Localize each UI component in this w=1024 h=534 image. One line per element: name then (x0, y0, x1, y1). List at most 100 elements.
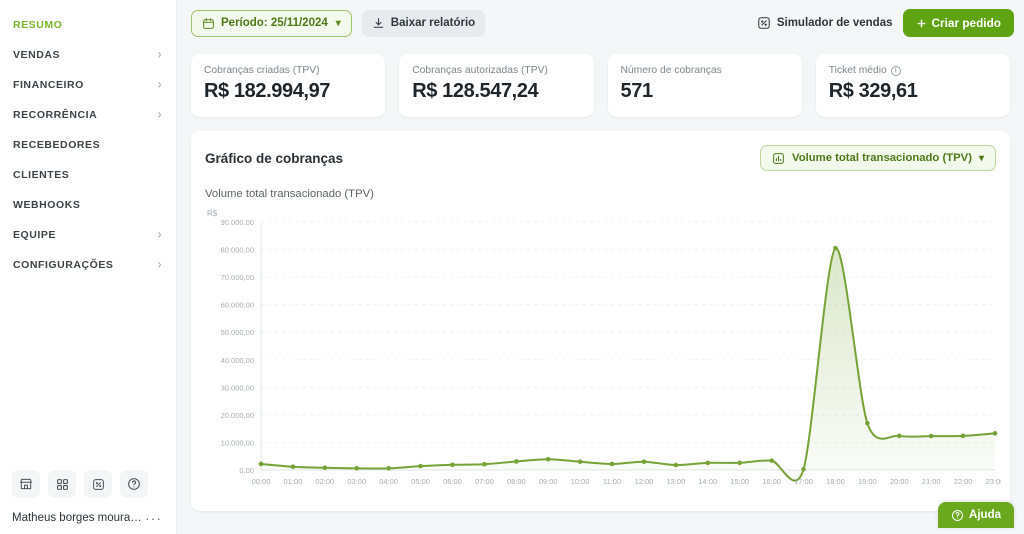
sidebar-item-label: CONFIGURAÇÕES (13, 259, 114, 271)
chart-data-point[interactable] (865, 420, 870, 426)
create-order-button[interactable]: Criar pedido (902, 9, 1014, 37)
sidebar-item-resumo[interactable]: RESUMO (0, 10, 176, 40)
y-axis-tick-label: 40.000,00 (221, 356, 254, 365)
y-axis-tick-label: 0,00 (239, 466, 254, 475)
info-icon[interactable]: i (890, 65, 901, 76)
x-axis-tick-label: 09:00 (539, 477, 558, 486)
sidebar-item-configuraes[interactable]: CONFIGURAÇÕES › (0, 250, 176, 280)
chart-data-point[interactable] (482, 461, 487, 467)
chart-data-point[interactable] (322, 465, 328, 471)
x-axis-tick-label: 21:00 (922, 477, 941, 486)
sidebar: RESUMO VENDAS › FINANCEIRO › RECORRÊNCIA › RECE… (0, 0, 177, 534)
x-axis-tick-label: 18:00 (826, 477, 845, 486)
stat-card-value: 571 (620, 80, 654, 102)
y-axis-tick-label: 30.000,00 (221, 383, 254, 392)
chart-data-point[interactable] (290, 464, 296, 469)
stat-card: Cobranças autorizadas (TPV) R$ 128.547,24 (399, 54, 594, 117)
y-axis-unit-label: R$ (207, 209, 218, 218)
chart-data-point[interactable] (928, 433, 934, 439)
stat-card-label: Ticket médio i (829, 65, 997, 76)
create-order-label: Criar pedido (931, 16, 1001, 30)
apps-grid-icon[interactable] (48, 470, 76, 498)
stat-cards: Cobranças criadas (TPV) R$ 182.994,97 Cobr… (177, 46, 1024, 117)
user-row[interactable]: Matheus borges moura Bor... ··· (12, 510, 164, 526)
sidebar-item-label: FINANCEIRO (13, 79, 84, 91)
chart-data-point[interactable] (641, 459, 647, 465)
sidebar-item-webhooks[interactable]: WEBHOOKS (0, 190, 176, 220)
chart-plot-area: R$ 0,00 10.000,00 20.000,00 30.000,00 40.000… (205, 209, 1001, 500)
chart-data-point[interactable] (514, 459, 519, 464)
x-axis-tick-label: 11:00 (603, 477, 621, 486)
sidebar-item-equipe[interactable]: EQUIPE › (0, 220, 176, 250)
sidebar-item-recorrncia[interactable]: RECORRÊNCIA › (0, 100, 176, 130)
tpv-line-chart[interactable]: 0,00 10.000,00 20.000,00 30.000,00 40.000,00… (205, 210, 1001, 500)
charges-chart-card: Gráfico de cobranças Volume total transa… (191, 131, 1010, 511)
y-axis-tick-label: 90.000,00 (221, 218, 254, 227)
sidebar-item-vendas[interactable]: VENDAS › (0, 40, 176, 70)
stat-card-label: Cobranças autorizadas (TPV) (412, 65, 580, 76)
y-axis-tick-label: 20.000,00 (221, 411, 254, 420)
chart-data-point[interactable] (386, 466, 391, 471)
y-axis-tick-label: 50.000,00 (221, 328, 254, 337)
metric-selector[interactable]: Volume total transacionado (TPV) ▾ (760, 145, 996, 171)
sidebar-item-label: WEBHOOKS (13, 199, 81, 211)
chart-data-point[interactable] (577, 459, 583, 465)
stat-card: Ticket médio i R$ 329,61 (815, 54, 1010, 117)
sidebar-footer: Matheus borges moura Bor... ··· (0, 470, 176, 534)
stat-card-value: R$ 329,61 (828, 80, 918, 102)
y-axis-tick-label: 60.000,00 (221, 301, 254, 310)
x-axis-tick-label: 05:00 (411, 477, 430, 486)
stat-card-value: R$ 182.994,97 (204, 80, 331, 102)
chart-data-point[interactable] (450, 462, 455, 468)
toolbar: Período: 25/11/2024 ▾ Baixar relatório (177, 0, 1024, 46)
x-axis-tick-label: 13:00 (666, 477, 685, 486)
chart-data-point[interactable] (258, 461, 264, 467)
y-axis-tick-label: 80.000,00 (221, 246, 254, 255)
y-axis-tick-label: 70.000,00 (221, 273, 254, 282)
x-axis-tick-label: 16:00 (762, 477, 781, 486)
chevron-right-icon: › (157, 106, 162, 122)
store-icon[interactable] (12, 470, 40, 498)
download-report-button[interactable]: Baixar relatório (361, 9, 486, 37)
chart-data-point[interactable] (769, 458, 774, 463)
help-fab-button[interactable]: Ajuda (938, 502, 1014, 528)
chevron-right-icon: › (157, 46, 162, 62)
simulator-icon[interactable] (84, 470, 112, 498)
chart-data-point[interactable] (801, 466, 806, 472)
chevron-right-icon: › (157, 256, 162, 272)
x-axis-tick-label: 17:00 (794, 477, 813, 486)
x-axis-tick-label: 06:00 (443, 477, 462, 486)
sidebar-item-label: EQUIPE (13, 229, 56, 241)
chart-data-point[interactable] (673, 462, 679, 468)
help-circle-icon[interactable] (120, 470, 148, 498)
x-axis-tick-label: 19:00 (858, 477, 877, 486)
stat-card-label: Cobranças criadas (TPV) (204, 65, 372, 76)
x-axis-tick-label: 10:00 (571, 477, 590, 486)
sidebar-item-recebedores[interactable]: RECEBEDORES (0, 130, 176, 160)
sales-simulator-button[interactable]: Simulador de vendas (757, 16, 893, 30)
sidebar-item-financeiro[interactable]: FINANCEIRO › (0, 70, 176, 100)
chart-data-point[interactable] (992, 431, 998, 436)
x-axis-tick-label: 12:00 (635, 477, 654, 486)
chart-data-point[interactable] (609, 461, 615, 467)
chart-data-point[interactable] (545, 456, 551, 462)
stat-card: Cobranças criadas (TPV) R$ 182.994,97 (191, 54, 386, 117)
chart-data-point[interactable] (354, 466, 360, 471)
user-menu-icon[interactable]: ··· (145, 510, 162, 526)
chart-data-point[interactable] (896, 433, 902, 439)
sidebar-nav: RESUMO VENDAS › FINANCEIRO › RECORRÊNCIA › RECE… (0, 0, 176, 470)
sidebar-item-clientes[interactable]: CLIENTES (0, 160, 176, 190)
chevron-down-icon: ▾ (978, 152, 984, 164)
x-axis-tick-label: 00:00 (252, 477, 271, 486)
x-axis-tick-label: 14:00 (698, 477, 717, 486)
chart-data-point[interactable] (737, 460, 742, 466)
chart-data-point[interactable] (833, 245, 838, 251)
chart-data-point[interactable] (705, 460, 711, 466)
period-selector[interactable]: Período: 25/11/2024 ▾ (191, 9, 352, 37)
plus-icon (916, 18, 927, 29)
chart-title: Gráfico de cobranças (205, 150, 344, 166)
stat-card-value: R$ 128.547,24 (412, 80, 539, 102)
chart-data-point[interactable] (418, 463, 423, 469)
bar-chart-icon (772, 152, 785, 165)
chart-data-point[interactable] (960, 433, 966, 439)
